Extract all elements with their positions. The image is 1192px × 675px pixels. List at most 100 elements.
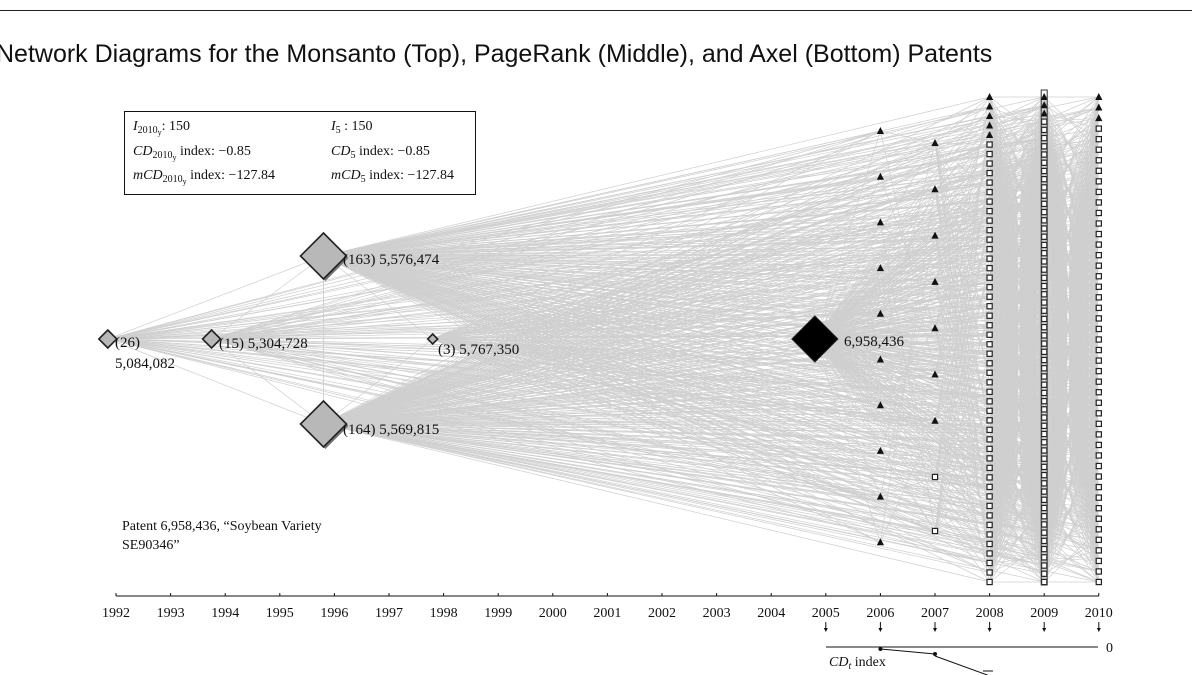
- citation-edge: [1043, 476, 1100, 583]
- citing-patent-triangle: [931, 416, 939, 424]
- citing-patent-square: [986, 455, 993, 462]
- citation-edge: [1044, 548, 1099, 572]
- citation-edge: [323, 255, 1045, 525]
- citing-patent-triangle: [986, 131, 994, 139]
- citation-edge: [1044, 254, 1099, 262]
- citing-patent-square: [1040, 554, 1048, 561]
- citing-patent-square: [1040, 200, 1048, 208]
- citing-patent-square: [986, 226, 993, 234]
- citation-edge: [989, 96, 1045, 383]
- citation-edge: [323, 255, 1045, 361]
- citation-edge: [880, 450, 936, 532]
- citation-edge: [1043, 96, 1100, 221]
- cd-point: [933, 652, 937, 656]
- stat-cd-5-sub: 5: [350, 150, 356, 161]
- node-label-164: (164) 5,569,815: [343, 422, 439, 438]
- citation-edge: [1044, 220, 1099, 256]
- citation-edge: [1043, 96, 1100, 385]
- citation-edge: [934, 115, 990, 532]
- citing-patent-square: [986, 264, 993, 272]
- citation-edge: [1044, 556, 1099, 562]
- citing-patent-square: [986, 550, 993, 557]
- citing-patent-square: [1040, 504, 1048, 512]
- cd-index-label-main: CD: [829, 655, 848, 670]
- citation-edge: [107, 338, 1045, 566]
- citation-edge: [323, 423, 1099, 572]
- cited-patent-nodes: [97, 231, 839, 449]
- citation-edge: [323, 96, 990, 257]
- cd-segment: [934, 655, 989, 675]
- citation-edge: [814, 338, 990, 573]
- citing-patent-triangle: [876, 172, 884, 180]
- citing-patent-square: [986, 521, 993, 529]
- citing-patent-square: [1040, 562, 1048, 569]
- citation-edge: [323, 191, 1099, 257]
- citation-edge: [1044, 129, 1099, 161]
- citation-edge: [323, 228, 1045, 257]
- citation-edge: [989, 212, 1045, 583]
- citation-edge: [432, 228, 1045, 340]
- citation-edge: [211, 233, 1099, 340]
- citing-patent-square: [986, 179, 993, 186]
- citation-edge: [814, 96, 990, 340]
- citing-patent-square: [1040, 373, 1048, 380]
- citation-edge: [323, 255, 433, 340]
- node-focal: [791, 315, 839, 363]
- citation-edge: [432, 338, 1045, 427]
- citation-edge: [989, 104, 1045, 136]
- citing-patent-square: [1095, 547, 1102, 554]
- citing-patent-square: [1040, 537, 1048, 545]
- citation-edge: [814, 338, 990, 421]
- citation-edge: [432, 338, 1099, 488]
- citing-patent-square: [1040, 134, 1048, 142]
- citation-edge: [814, 338, 881, 543]
- axis-year-label: 2010: [1085, 606, 1113, 621]
- citing-patent-triangle: [876, 309, 884, 317]
- citing-patent-square: [1040, 118, 1048, 125]
- citing-patent-square: [1095, 378, 1102, 385]
- cd-arrowhead: [1042, 628, 1047, 632]
- citation-edge: [1043, 455, 1100, 558]
- citation-edge: [323, 195, 1045, 425]
- citation-edge: [814, 222, 881, 340]
- citation-edge: [323, 113, 1045, 257]
- citation-edge: [989, 96, 1045, 335]
- citation-edge: [814, 338, 990, 402]
- cd-arrowhead: [878, 628, 883, 632]
- citation-edge: [814, 142, 936, 340]
- axis-year-label: 2002: [648, 606, 676, 621]
- citation-edge: [323, 423, 1099, 509]
- citation-edge: [323, 423, 1045, 550]
- citing-patent-square: [986, 502, 993, 510]
- citation-edge: [432, 130, 881, 340]
- citing-patent-square: [1095, 125, 1102, 132]
- citation-edge: [323, 360, 1099, 425]
- citation-edge: [1043, 318, 1100, 583]
- citing-patent-square: [986, 398, 993, 405]
- citing-patent-square: [986, 540, 993, 548]
- citation-edge: [880, 420, 936, 543]
- citation-edge: [1044, 104, 1099, 140]
- citing-patent-square: [986, 445, 993, 453]
- citing-patent-triangle: [1095, 93, 1103, 100]
- citation-edges: [107, 96, 1100, 583]
- citation-edge: [1043, 154, 1100, 235]
- citing-patent-square: [1040, 282, 1048, 290]
- cd-year-arrows: [823, 622, 1101, 632]
- citing-patent-square: [1040, 463, 1048, 471]
- citation-edge: [1044, 203, 1099, 224]
- citation-edge: [1043, 160, 1100, 583]
- citing-patent-square: [986, 274, 993, 281]
- citing-patent-triangle: [986, 93, 994, 100]
- node-label-focal: 6,958,436: [844, 334, 905, 350]
- axis-ticks: 1992 1993 1994 1995 1996 1997 1998 1999 2000 2001…: [102, 593, 1113, 621]
- cd-index-line: [878, 647, 993, 675]
- citation-edge: [880, 142, 936, 360]
- citing-patent-triangle: [931, 139, 939, 146]
- citing-patent-square: [986, 436, 993, 443]
- citing-patent-square: [986, 322, 993, 329]
- citation-edge: [1043, 96, 1100, 150]
- citation-edge: [323, 255, 990, 554]
- cd-index-label: CDt index: [829, 655, 886, 672]
- citation-edge: [814, 338, 990, 554]
